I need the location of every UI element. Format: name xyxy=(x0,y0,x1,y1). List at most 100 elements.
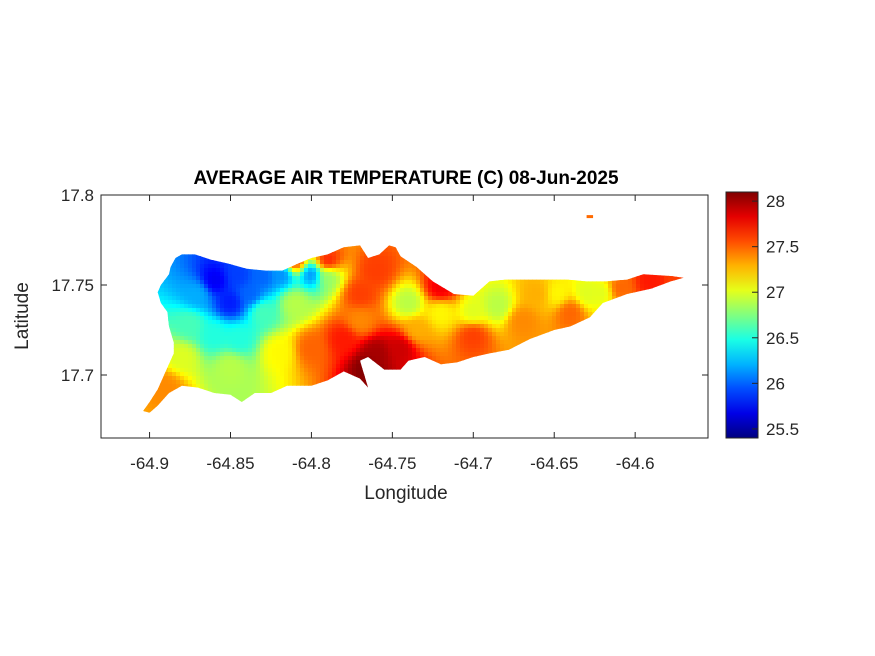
heatmap-cell xyxy=(136,224,141,229)
heatmap-cell xyxy=(336,344,341,349)
heatmap-cell xyxy=(320,340,325,345)
heatmap-cell xyxy=(144,248,149,253)
heatmap-cell xyxy=(664,260,669,265)
heatmap-cell xyxy=(180,296,185,301)
heatmap-cell xyxy=(240,288,245,293)
heatmap-cell xyxy=(144,340,149,345)
heatmap-cell xyxy=(236,300,241,305)
heatmap-cell xyxy=(552,348,557,353)
heatmap-cell xyxy=(620,288,625,293)
heatmap-cell xyxy=(304,296,309,301)
heatmap-cell xyxy=(616,340,621,345)
heatmap-cell xyxy=(300,348,305,353)
heatmap-cell xyxy=(332,300,337,305)
heatmap-cell xyxy=(584,324,589,329)
heatmap-cell xyxy=(480,276,485,281)
heatmap-cell xyxy=(456,288,461,293)
heatmap-cell xyxy=(536,228,541,233)
heatmap-cell xyxy=(328,268,333,273)
heatmap-cell xyxy=(492,356,497,361)
heatmap-cell xyxy=(416,284,421,289)
heatmap-cell xyxy=(488,272,493,277)
heatmap-cell xyxy=(228,272,233,277)
heatmap-cell xyxy=(356,320,361,325)
heatmap-cell xyxy=(592,352,597,357)
heatmap-cell xyxy=(684,340,689,345)
heatmap-cell xyxy=(236,245,241,249)
heatmap-cell xyxy=(452,312,457,317)
heatmap-cell xyxy=(204,292,209,297)
heatmap-cell xyxy=(324,256,329,261)
heatmap-cell xyxy=(196,332,201,337)
heatmap-cell xyxy=(284,272,289,277)
heatmap-cell xyxy=(500,236,505,241)
heatmap-cell xyxy=(464,260,469,265)
heatmap-cell xyxy=(504,340,509,345)
heatmap-cell xyxy=(516,336,521,341)
heatmap-cell xyxy=(256,324,261,329)
heatmap-cell xyxy=(216,245,221,249)
heatmap-cell xyxy=(144,268,149,273)
heatmap-cell xyxy=(632,236,637,241)
heatmap-cell xyxy=(312,224,317,229)
heatmap-cell xyxy=(392,300,397,305)
heatmap-cell xyxy=(648,245,653,249)
heatmap-cell xyxy=(580,224,585,229)
heatmap-cell xyxy=(644,252,649,257)
heatmap-cell xyxy=(592,328,597,333)
heatmap-cell xyxy=(300,320,305,325)
heatmap-cell xyxy=(536,300,541,305)
heatmap-cell xyxy=(148,296,153,301)
heatmap-cell xyxy=(176,332,181,337)
heatmap-cell xyxy=(143,328,145,333)
heatmap-cell xyxy=(156,228,161,233)
heatmap-cell xyxy=(192,292,197,297)
heatmap-cell xyxy=(192,252,197,257)
heatmap-cell xyxy=(404,300,409,305)
heatmap-cell xyxy=(520,292,525,297)
heatmap-cell xyxy=(432,340,437,345)
heatmap-cell xyxy=(220,356,225,361)
heatmap-cell xyxy=(524,256,529,261)
heatmap-cell xyxy=(172,268,177,273)
heatmap-cell xyxy=(192,344,197,349)
heatmap-cell xyxy=(428,316,433,321)
heatmap-cell xyxy=(416,252,421,257)
heatmap-cell xyxy=(584,308,589,313)
heatmap-cell xyxy=(544,280,549,285)
heatmap-cell xyxy=(616,308,621,313)
heatmap-cell xyxy=(192,224,197,229)
heatmap-cell xyxy=(668,220,673,225)
heatmap-cell xyxy=(280,284,285,289)
heatmap-cell xyxy=(328,304,333,309)
heatmap-cell xyxy=(192,340,197,345)
heatmap-cell xyxy=(468,284,473,289)
heatmap-cell xyxy=(192,248,197,253)
heatmap-cell xyxy=(360,220,365,225)
heatmap-cell xyxy=(584,340,589,345)
heatmap-cell xyxy=(436,296,441,301)
heatmap-cell xyxy=(696,240,701,245)
heatmap-cell xyxy=(488,300,493,305)
heatmap-cell xyxy=(612,280,617,285)
heatmap-cell xyxy=(580,232,585,237)
heatmap-cell xyxy=(348,256,353,261)
heatmap-cell xyxy=(612,260,617,265)
heatmap-cell xyxy=(548,316,553,321)
heatmap-cell xyxy=(460,348,465,353)
heatmap-cell xyxy=(352,264,357,269)
heatmap-cell xyxy=(636,332,641,337)
heatmap-cell xyxy=(300,316,305,321)
heatmap-cell xyxy=(476,356,481,361)
heatmap-cell xyxy=(444,308,449,313)
heatmap-cell xyxy=(268,268,273,273)
heatmap-cell xyxy=(212,292,217,297)
heatmap-cell xyxy=(212,276,217,281)
heatmap-cell xyxy=(244,332,249,337)
heatmap-cell xyxy=(196,248,201,253)
heatmap-cell xyxy=(480,232,485,237)
heatmap-cell xyxy=(696,340,701,345)
heatmap-cell xyxy=(556,284,561,289)
heatmap-cell xyxy=(412,304,417,309)
heatmap-cell xyxy=(488,245,493,249)
